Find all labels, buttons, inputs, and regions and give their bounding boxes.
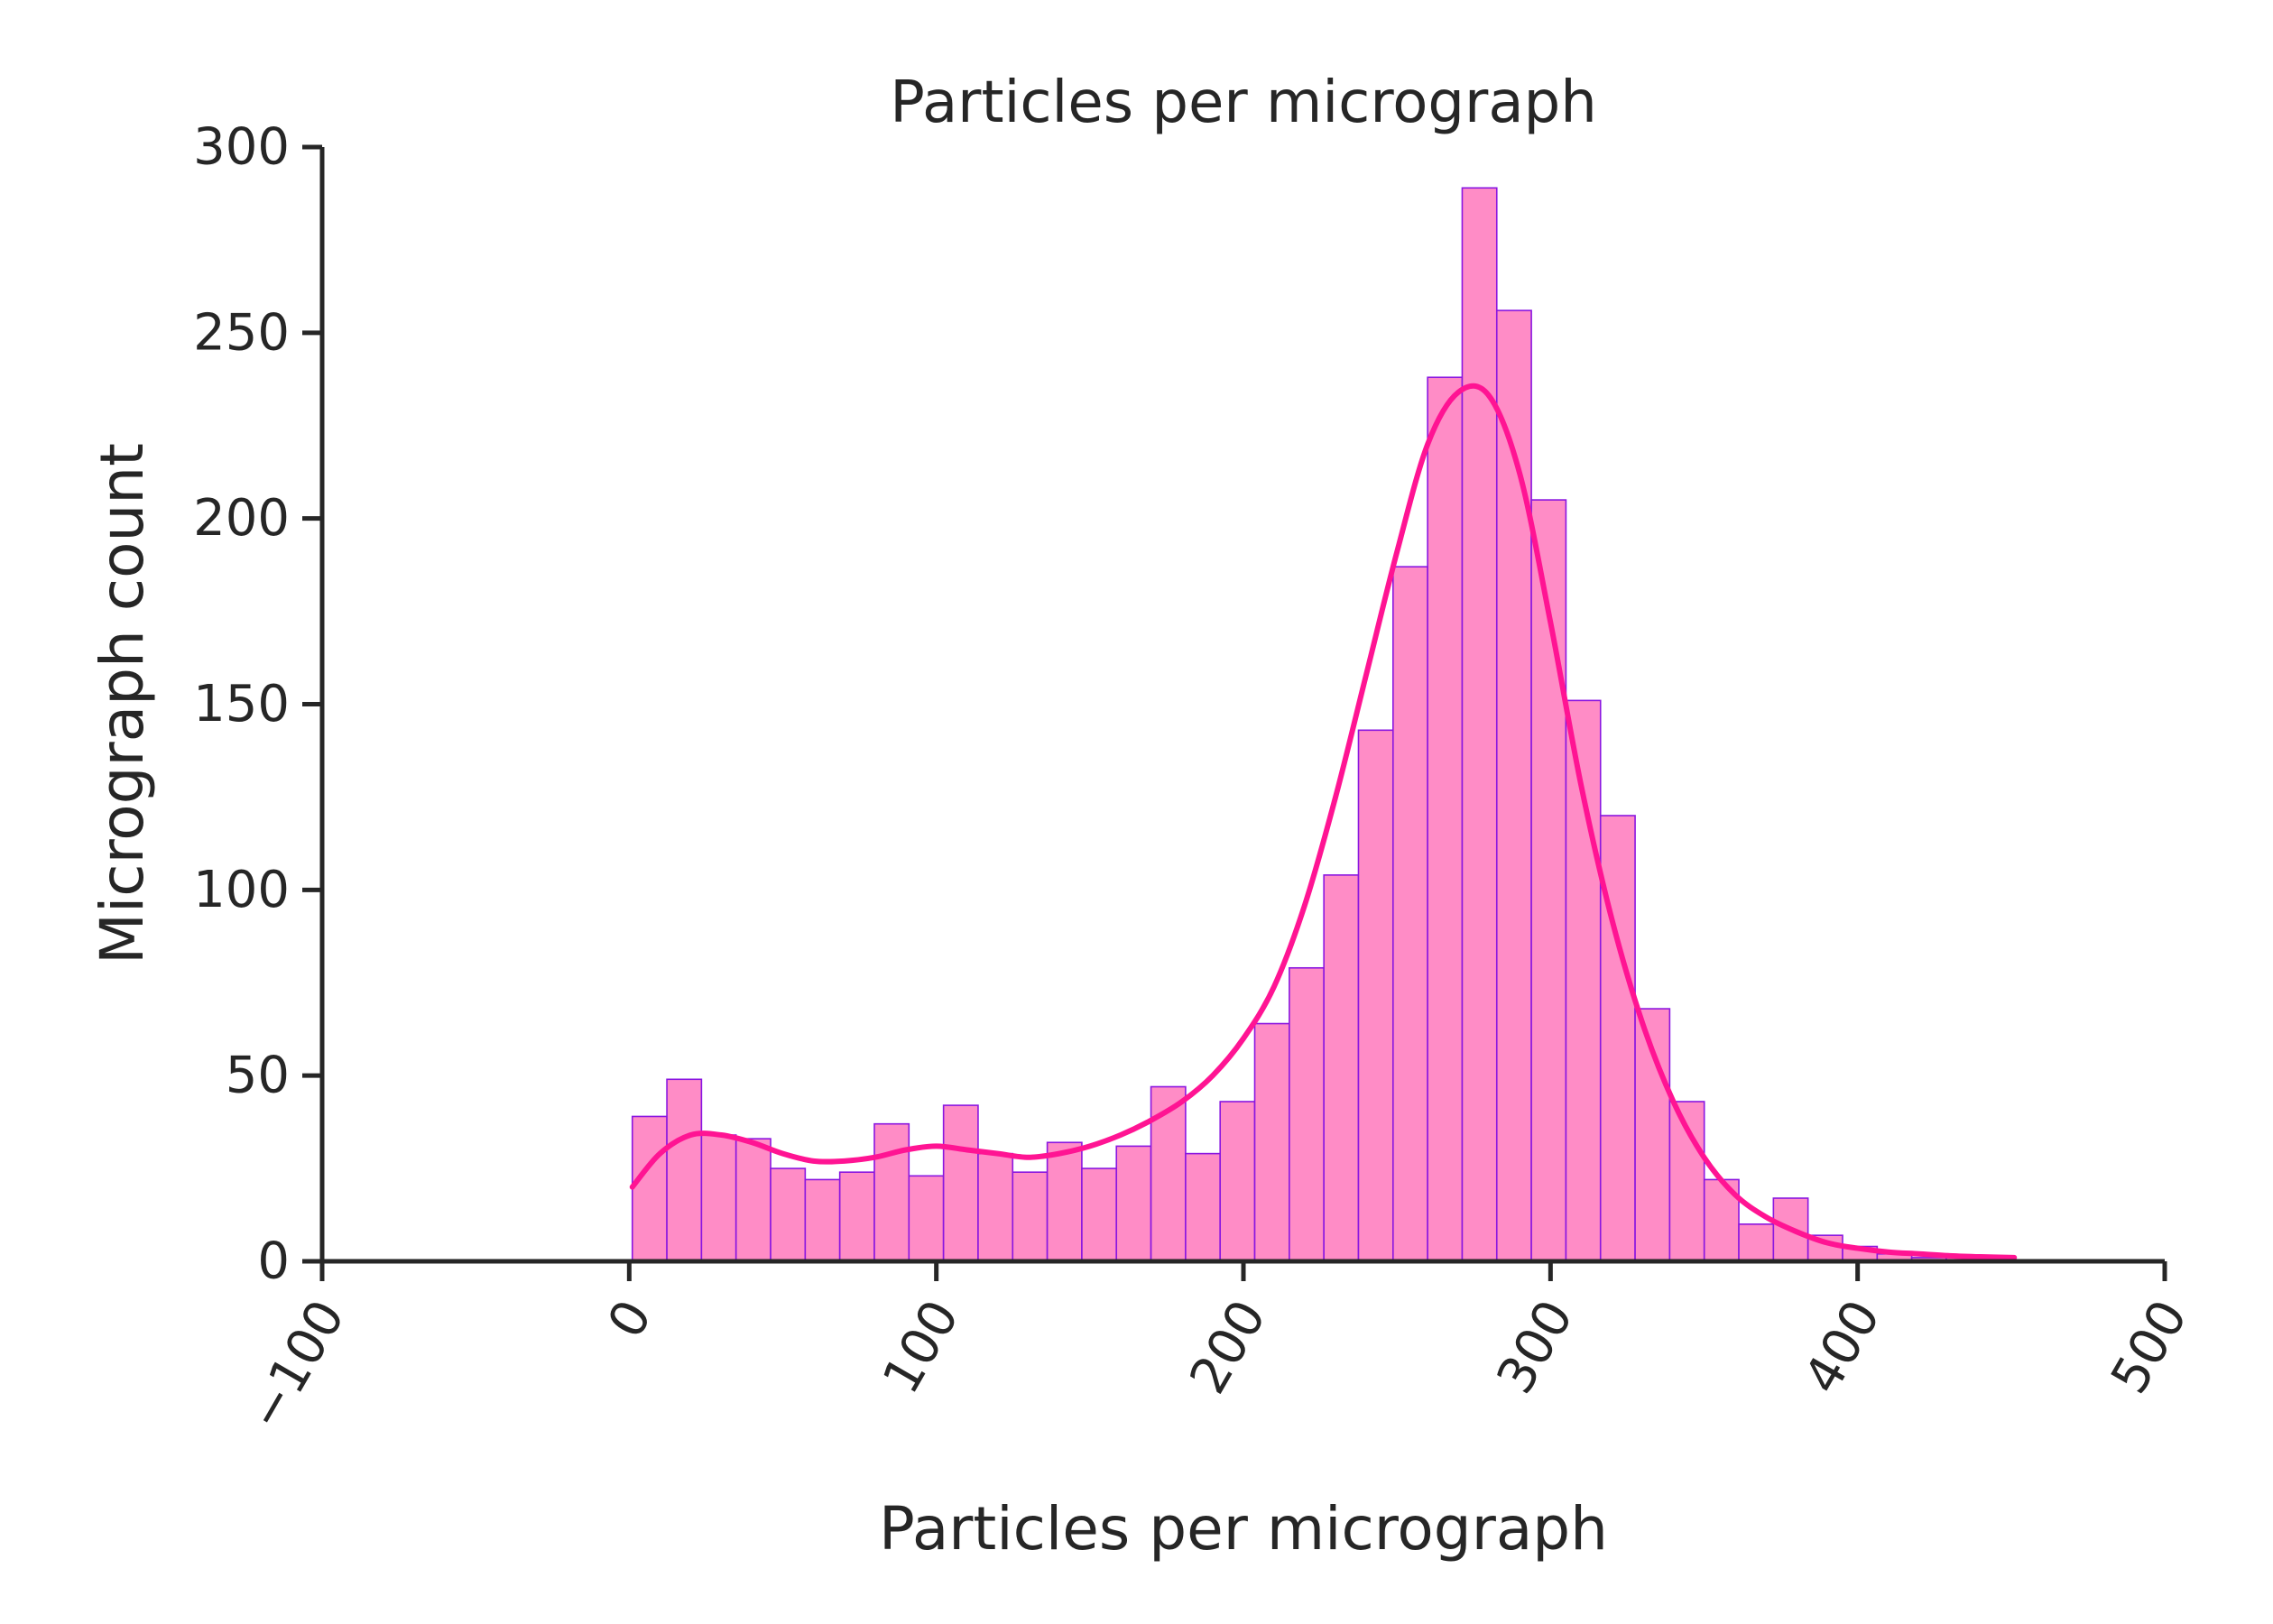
kde-curve (629, 383, 2018, 1260)
histogram-bar (1461, 187, 1498, 1262)
y-tick-label: 250 (193, 303, 290, 362)
histogram-bar (1392, 566, 1428, 1262)
histogram-bar (1012, 1171, 1049, 1262)
histogram-bar (735, 1138, 772, 1262)
histogram-bar (977, 1152, 1014, 1262)
kde-curve-layer (629, 383, 2018, 1260)
histogram-bar (1738, 1223, 1775, 1262)
histogram-bar (1495, 309, 1532, 1262)
histogram-bar (838, 1171, 875, 1262)
y-tick-label: 100 (193, 861, 290, 919)
x-tick-label: 0 (596, 1291, 663, 1348)
histogram-bar (1599, 815, 1636, 1262)
histogram-bar (804, 1178, 841, 1262)
histogram-bar (631, 1115, 668, 1262)
histogram-bars (631, 187, 2017, 1262)
x-tick-label: −100 (236, 1291, 356, 1441)
histogram-bar (1046, 1141, 1083, 1262)
x-tick-label: 500 (2100, 1291, 2199, 1404)
histogram-bar (1427, 376, 1464, 1262)
y-tick-label: 150 (193, 675, 290, 734)
histogram-bar (1115, 1145, 1152, 1262)
histogram-bar (1289, 966, 1325, 1262)
y-tick-label: 200 (193, 489, 290, 548)
chart-title: Particles per micrograph (890, 69, 1597, 136)
y-tick-label: 50 (226, 1047, 290, 1105)
histogram-bar (873, 1122, 910, 1262)
histogram-bar (1253, 1022, 1290, 1262)
histogram-bar (908, 1175, 945, 1262)
x-tick-label: 300 (1486, 1291, 1585, 1404)
y-axis-ticks: 0 50 100 150 200 250 300 (193, 118, 322, 1291)
histogram-bar (666, 1078, 703, 1262)
histogram-bar (1772, 1197, 1809, 1262)
x-axis-label: Particles per micrograph (879, 1494, 1608, 1564)
histogram-bar (1219, 1101, 1256, 1262)
histogram-bar (1185, 1152, 1222, 1262)
y-tick-label: 0 (257, 1232, 290, 1291)
y-tick-label: 300 (193, 118, 290, 177)
histogram-bar (1323, 874, 1360, 1262)
histogram-bar (700, 1134, 737, 1262)
histogram-bar (770, 1167, 807, 1262)
x-axis-ticks: −100 0 100 200 300 400 500 (236, 1261, 2199, 1440)
histogram-bar (1081, 1167, 1118, 1262)
x-tick-label: 100 (872, 1291, 971, 1404)
histogram-bar (942, 1104, 979, 1262)
y-axis-label: Micrograph count (88, 443, 157, 964)
histogram-bar (1357, 729, 1394, 1262)
x-tick-label: 200 (1178, 1291, 1278, 1404)
x-tick-label: 400 (1793, 1291, 1892, 1404)
